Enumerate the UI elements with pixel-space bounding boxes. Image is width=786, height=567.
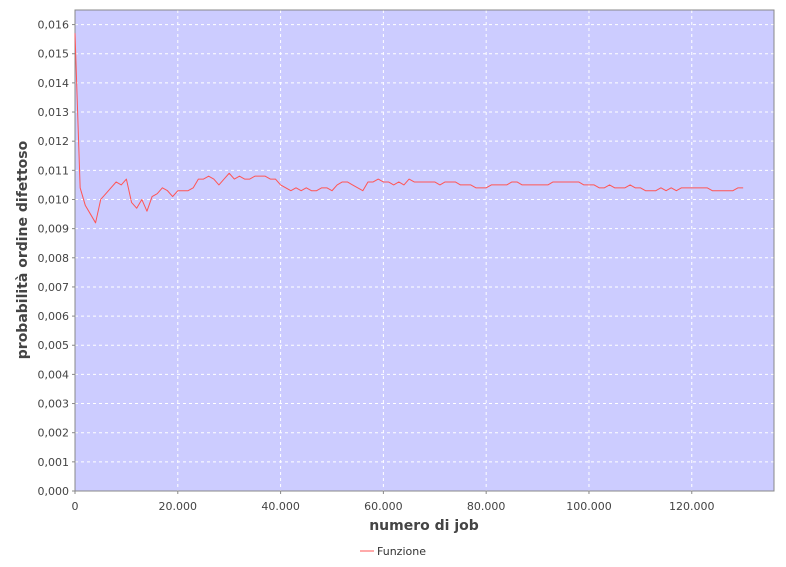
legend-label: Funzione [377, 545, 426, 558]
y-tick-label: 0,011 [38, 164, 70, 177]
x-tick-label: 120.000 [669, 500, 715, 513]
y-tick-label: 0,013 [38, 106, 70, 119]
x-tick-label: 60.000 [364, 500, 403, 513]
plot-area-background [75, 10, 774, 491]
x-tick-label: 0 [72, 500, 79, 513]
x-tick-label: 80.000 [467, 500, 506, 513]
y-axis-title: probabilità ordine difettoso [15, 140, 31, 359]
y-tick-label: 0,007 [38, 281, 70, 294]
x-tick-label: 100.000 [566, 500, 612, 513]
y-tick-label: 0,009 [38, 223, 70, 236]
y-tick-label: 0,014 [38, 77, 70, 90]
series-layer [74, 33, 744, 224]
y-tick-label: 0,003 [38, 398, 70, 411]
y-tick-label: 0,010 [38, 193, 70, 206]
y-tick-label: 0,002 [38, 427, 70, 440]
y-tick-label: 0,016 [38, 19, 70, 32]
y-tick-label: 0,006 [38, 310, 70, 323]
y-tick-label: 0,012 [38, 135, 70, 148]
legend: Funzione [360, 545, 426, 558]
x-axis-ticks: 0 20.000 40.000 60.000 80.000 100.000 120.000 [72, 491, 715, 513]
series-line-funzione [74, 33, 744, 224]
y-tick-label: 0,004 [38, 368, 70, 381]
x-tick-label: 40.000 [261, 500, 300, 513]
y-tick-label: 0,005 [38, 339, 70, 352]
x-tick-label: 20.000 [159, 500, 198, 513]
y-tick-label: 0,015 [38, 48, 70, 61]
axes [74, 10, 774, 492]
y-tick-label: 0,001 [38, 456, 70, 469]
y-tick-label: 0,008 [38, 252, 70, 265]
x-axis-title: numero di job [369, 518, 479, 534]
y-tick-label: 0,000 [38, 485, 70, 498]
y-axis-ticks: 0,000 0,001 0,002 0,003 0,004 0,005 0,006 0,007… [38, 19, 75, 498]
grid-lines [75, 10, 774, 491]
